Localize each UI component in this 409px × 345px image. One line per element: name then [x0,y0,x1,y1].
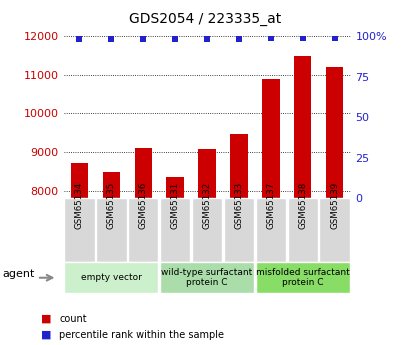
Text: GSM65135: GSM65135 [107,182,116,229]
Text: GSM65137: GSM65137 [266,182,275,229]
Text: wild-type surfactant
protein C: wild-type surfactant protein C [161,268,252,287]
Bar [261,79,279,198]
Text: GSM65133: GSM65133 [234,182,243,229]
Bar [293,56,311,198]
Bar [325,67,343,198]
Text: GSM65132: GSM65132 [202,182,211,229]
Bar [134,148,152,198]
Text: GSM65136: GSM65136 [138,182,147,229]
Text: ■: ■ [41,330,52,339]
Text: empty vector: empty vector [81,273,142,282]
Text: GSM65131: GSM65131 [170,182,179,229]
Bar [166,177,184,198]
Text: GSM65138: GSM65138 [297,182,306,229]
Text: GSM65134: GSM65134 [75,182,84,229]
Bar [198,149,215,198]
Text: misfolded surfactant
protein C: misfolded surfactant protein C [255,268,349,287]
Bar [102,172,120,198]
Text: ■: ■ [41,314,52,324]
Bar [229,134,247,198]
Bar [70,163,88,198]
Text: GDS2054 / 223335_at: GDS2054 / 223335_at [128,12,281,26]
Text: count: count [59,314,87,324]
Text: GSM65139: GSM65139 [329,182,338,229]
Text: percentile rank within the sample: percentile rank within the sample [59,330,224,339]
Text: agent: agent [2,269,34,279]
